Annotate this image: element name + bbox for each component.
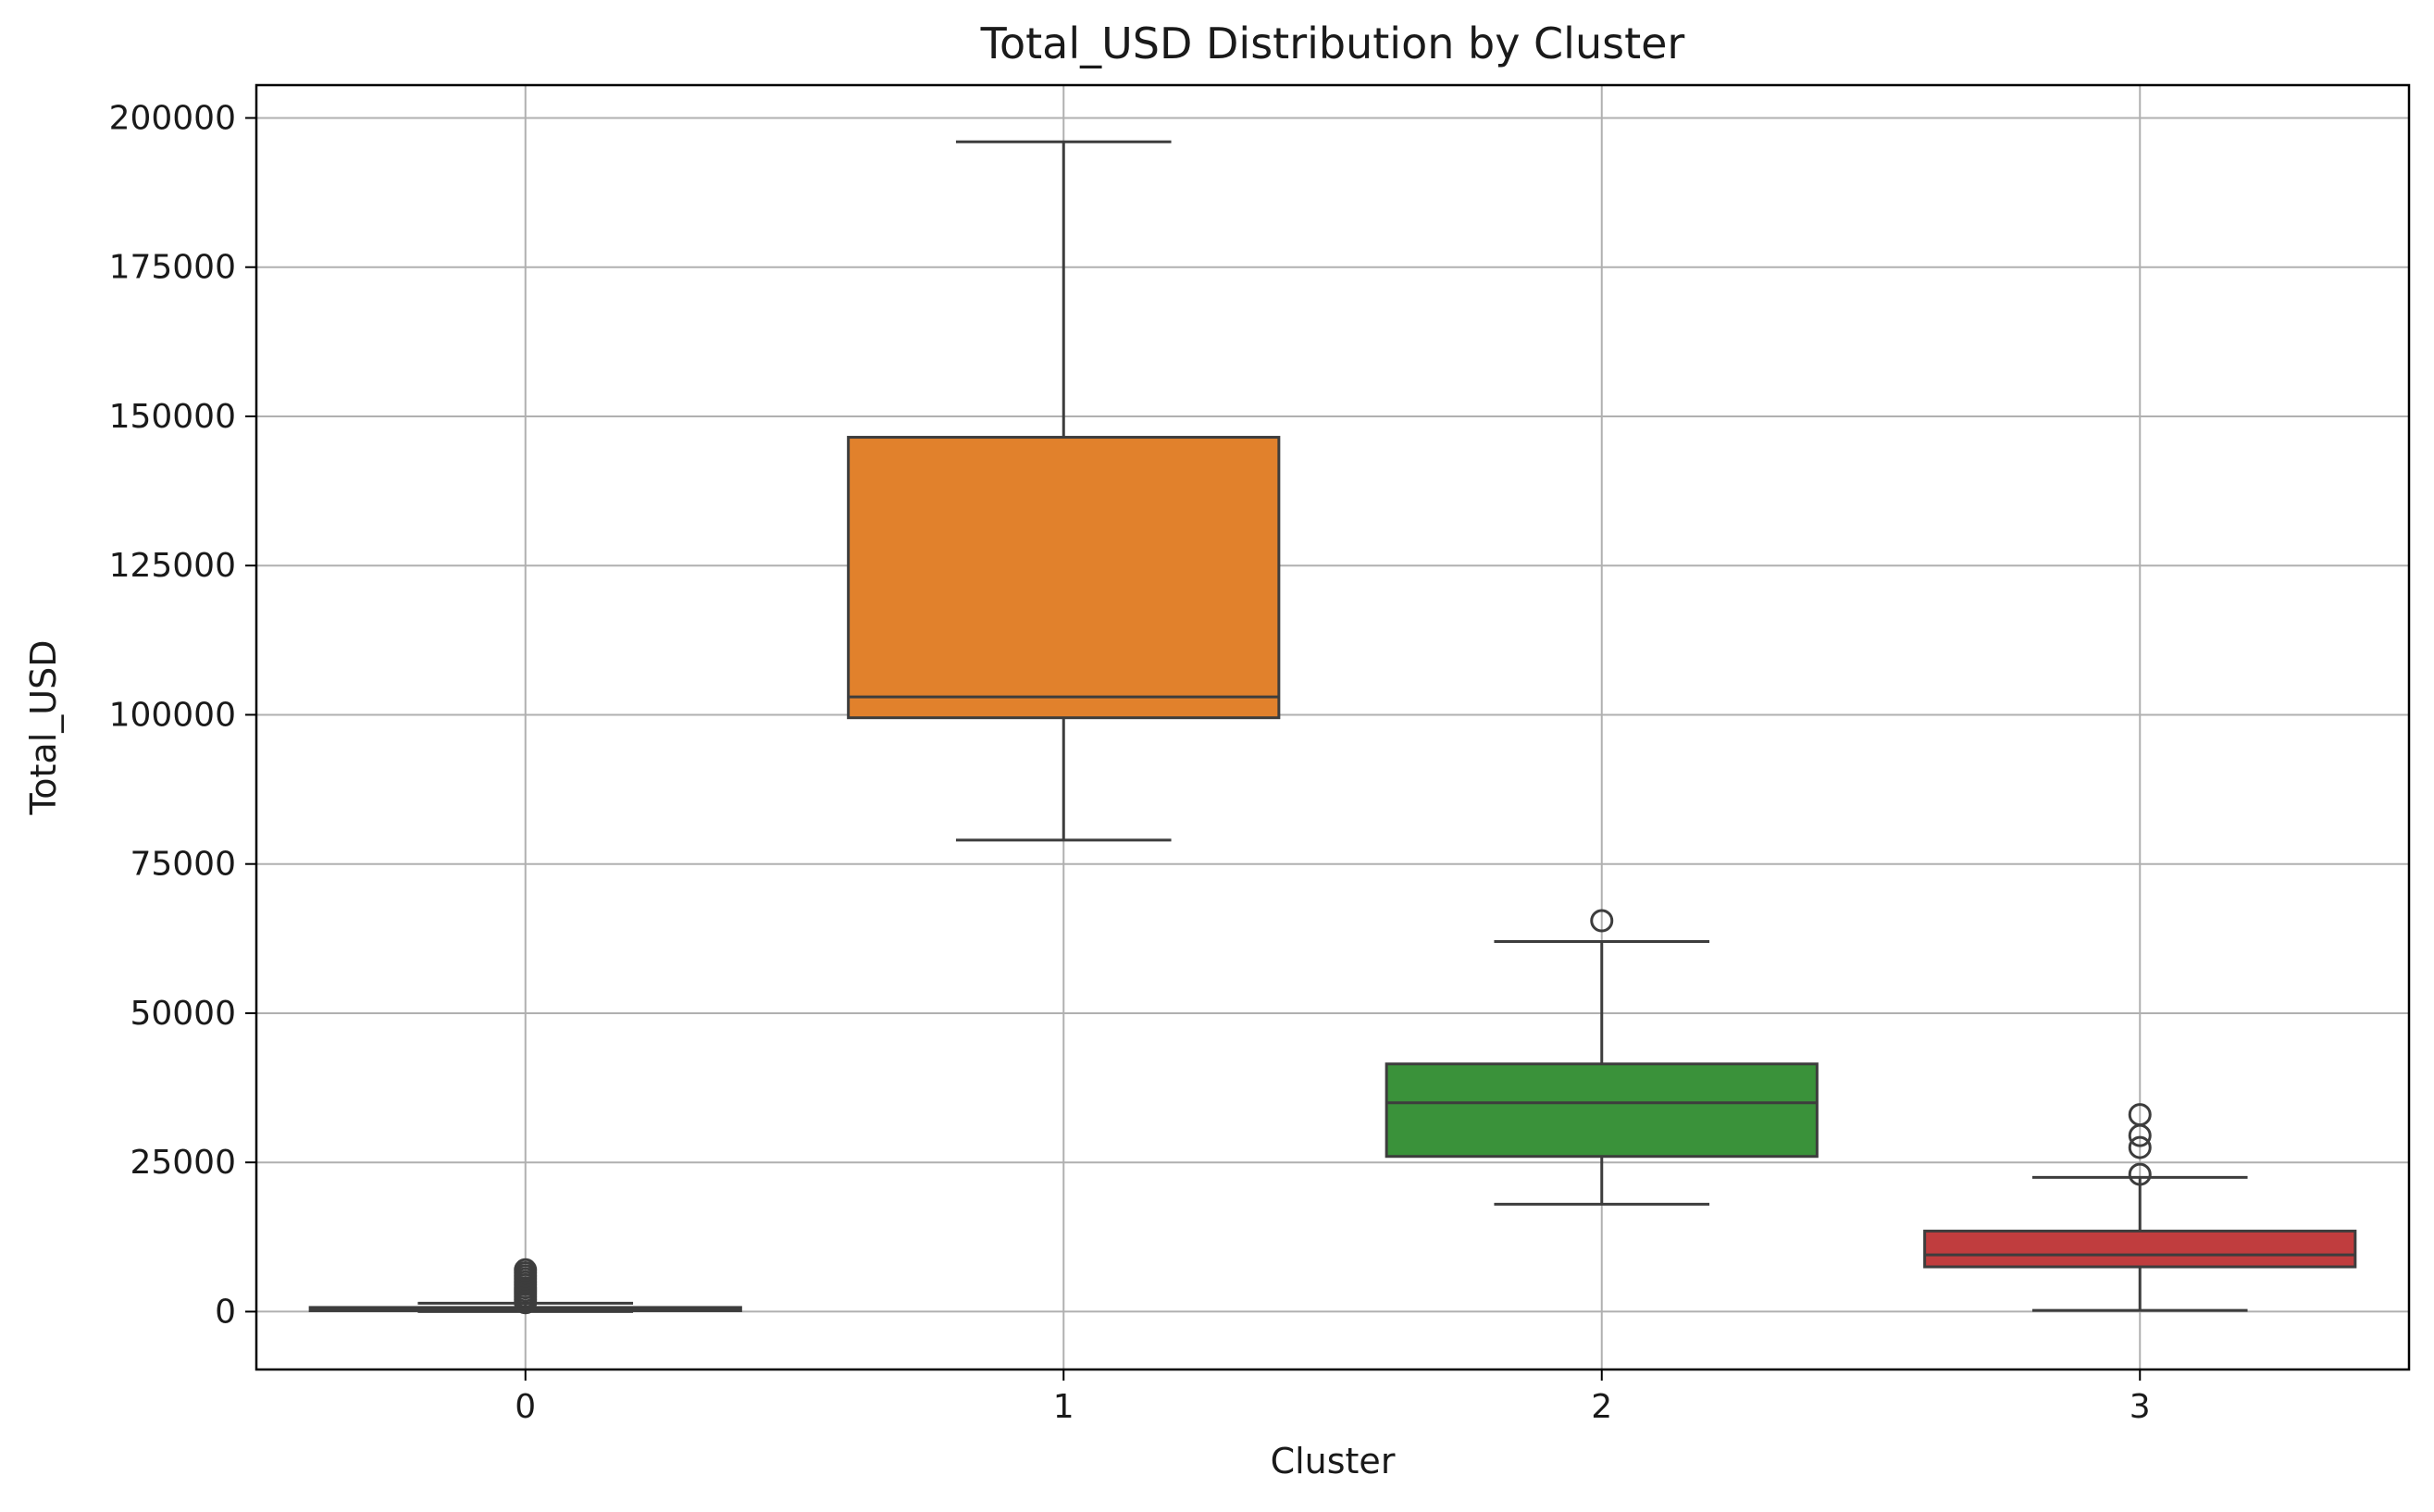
iqr-box: [1385, 1062, 1819, 1159]
y-tick-label: 175000: [109, 249, 236, 287]
x-axis-ticks: 0 1 2 3: [515, 1369, 2151, 1426]
box-layer: [308, 140, 2357, 1315]
y-tick-label: 125000: [109, 547, 236, 585]
y-tick-label: 50000: [130, 995, 236, 1033]
box-cluster-3: [1923, 1103, 2357, 1312]
y-tick-label: 75000: [130, 846, 236, 884]
iqr-box: [847, 436, 1281, 720]
x-tick-label: 0: [515, 1388, 536, 1426]
y-axis-ticks: 0 25000 50000 75000 100000 125000 150000 175000…: [109, 99, 256, 1331]
outlier-point: [2128, 1162, 2152, 1186]
x-tick-label: 3: [2130, 1388, 2151, 1426]
box-cluster-0: [308, 1258, 742, 1315]
x-tick-label: 2: [1591, 1388, 1612, 1426]
box-cluster-2: [1385, 909, 1819, 1206]
outlier-point: [514, 1258, 538, 1282]
outlier-point: [2128, 1135, 2152, 1159]
y-tick-label: 0: [215, 1293, 236, 1331]
outlier-point: [1590, 909, 1614, 933]
y-tick-label: 150000: [109, 398, 236, 436]
y-tick-label: 200000: [109, 99, 236, 137]
box-cluster-1: [847, 140, 1281, 842]
x-tick-label: 1: [1053, 1388, 1074, 1426]
x-axis-label: Cluster: [1271, 1441, 1396, 1481]
chart-title: Total_USD Distribution by Cluster: [980, 19, 1685, 68]
y-tick-label: 25000: [130, 1144, 236, 1182]
outlier-point: [2128, 1103, 2152, 1127]
plot-frame: [255, 83, 2411, 1371]
y-tick-label: 100000: [109, 696, 236, 734]
iqr-box: [1923, 1229, 2357, 1269]
y-axis-label: Total_USD: [23, 640, 64, 816]
